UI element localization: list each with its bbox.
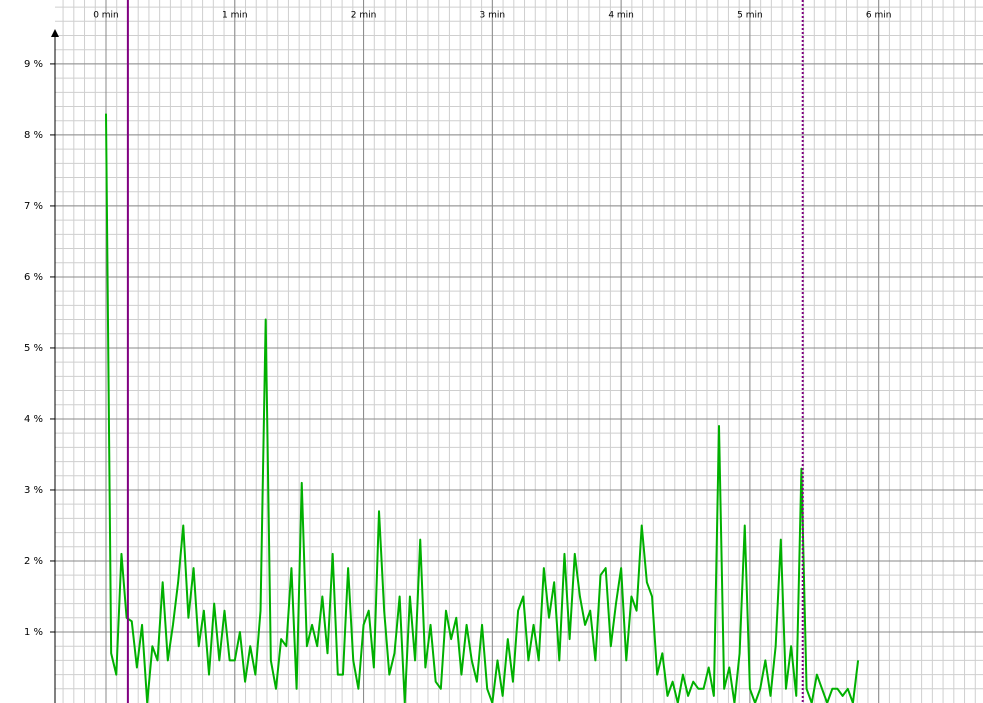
y-tick-label: 8 % (24, 130, 43, 141)
x-tick-label: 5 min (737, 11, 763, 21)
x-tick-label: 0 min (93, 11, 119, 21)
y-tick-label: 5 % (24, 343, 43, 354)
y-tick-label: 4 % (24, 414, 43, 425)
x-tick-label: 6 min (866, 11, 892, 21)
plot-area (55, 0, 983, 703)
y-tick-label: 1 % (24, 627, 43, 638)
x-tick-label: 2 min (351, 11, 377, 21)
y-tick-label: 7 % (24, 201, 43, 212)
x-tick-label: 3 min (480, 11, 506, 21)
x-tick-label: 1 min (222, 11, 248, 21)
y-axis-arrow (51, 29, 59, 37)
y-tick-label: 2 % (24, 556, 43, 567)
data-line (104, 113, 860, 703)
y-tick-label: 3 % (24, 485, 43, 496)
x-tick-label: 4 min (608, 11, 634, 21)
y-tick-label: 6 % (24, 272, 43, 283)
y-tick-label: 9 % (24, 59, 43, 70)
